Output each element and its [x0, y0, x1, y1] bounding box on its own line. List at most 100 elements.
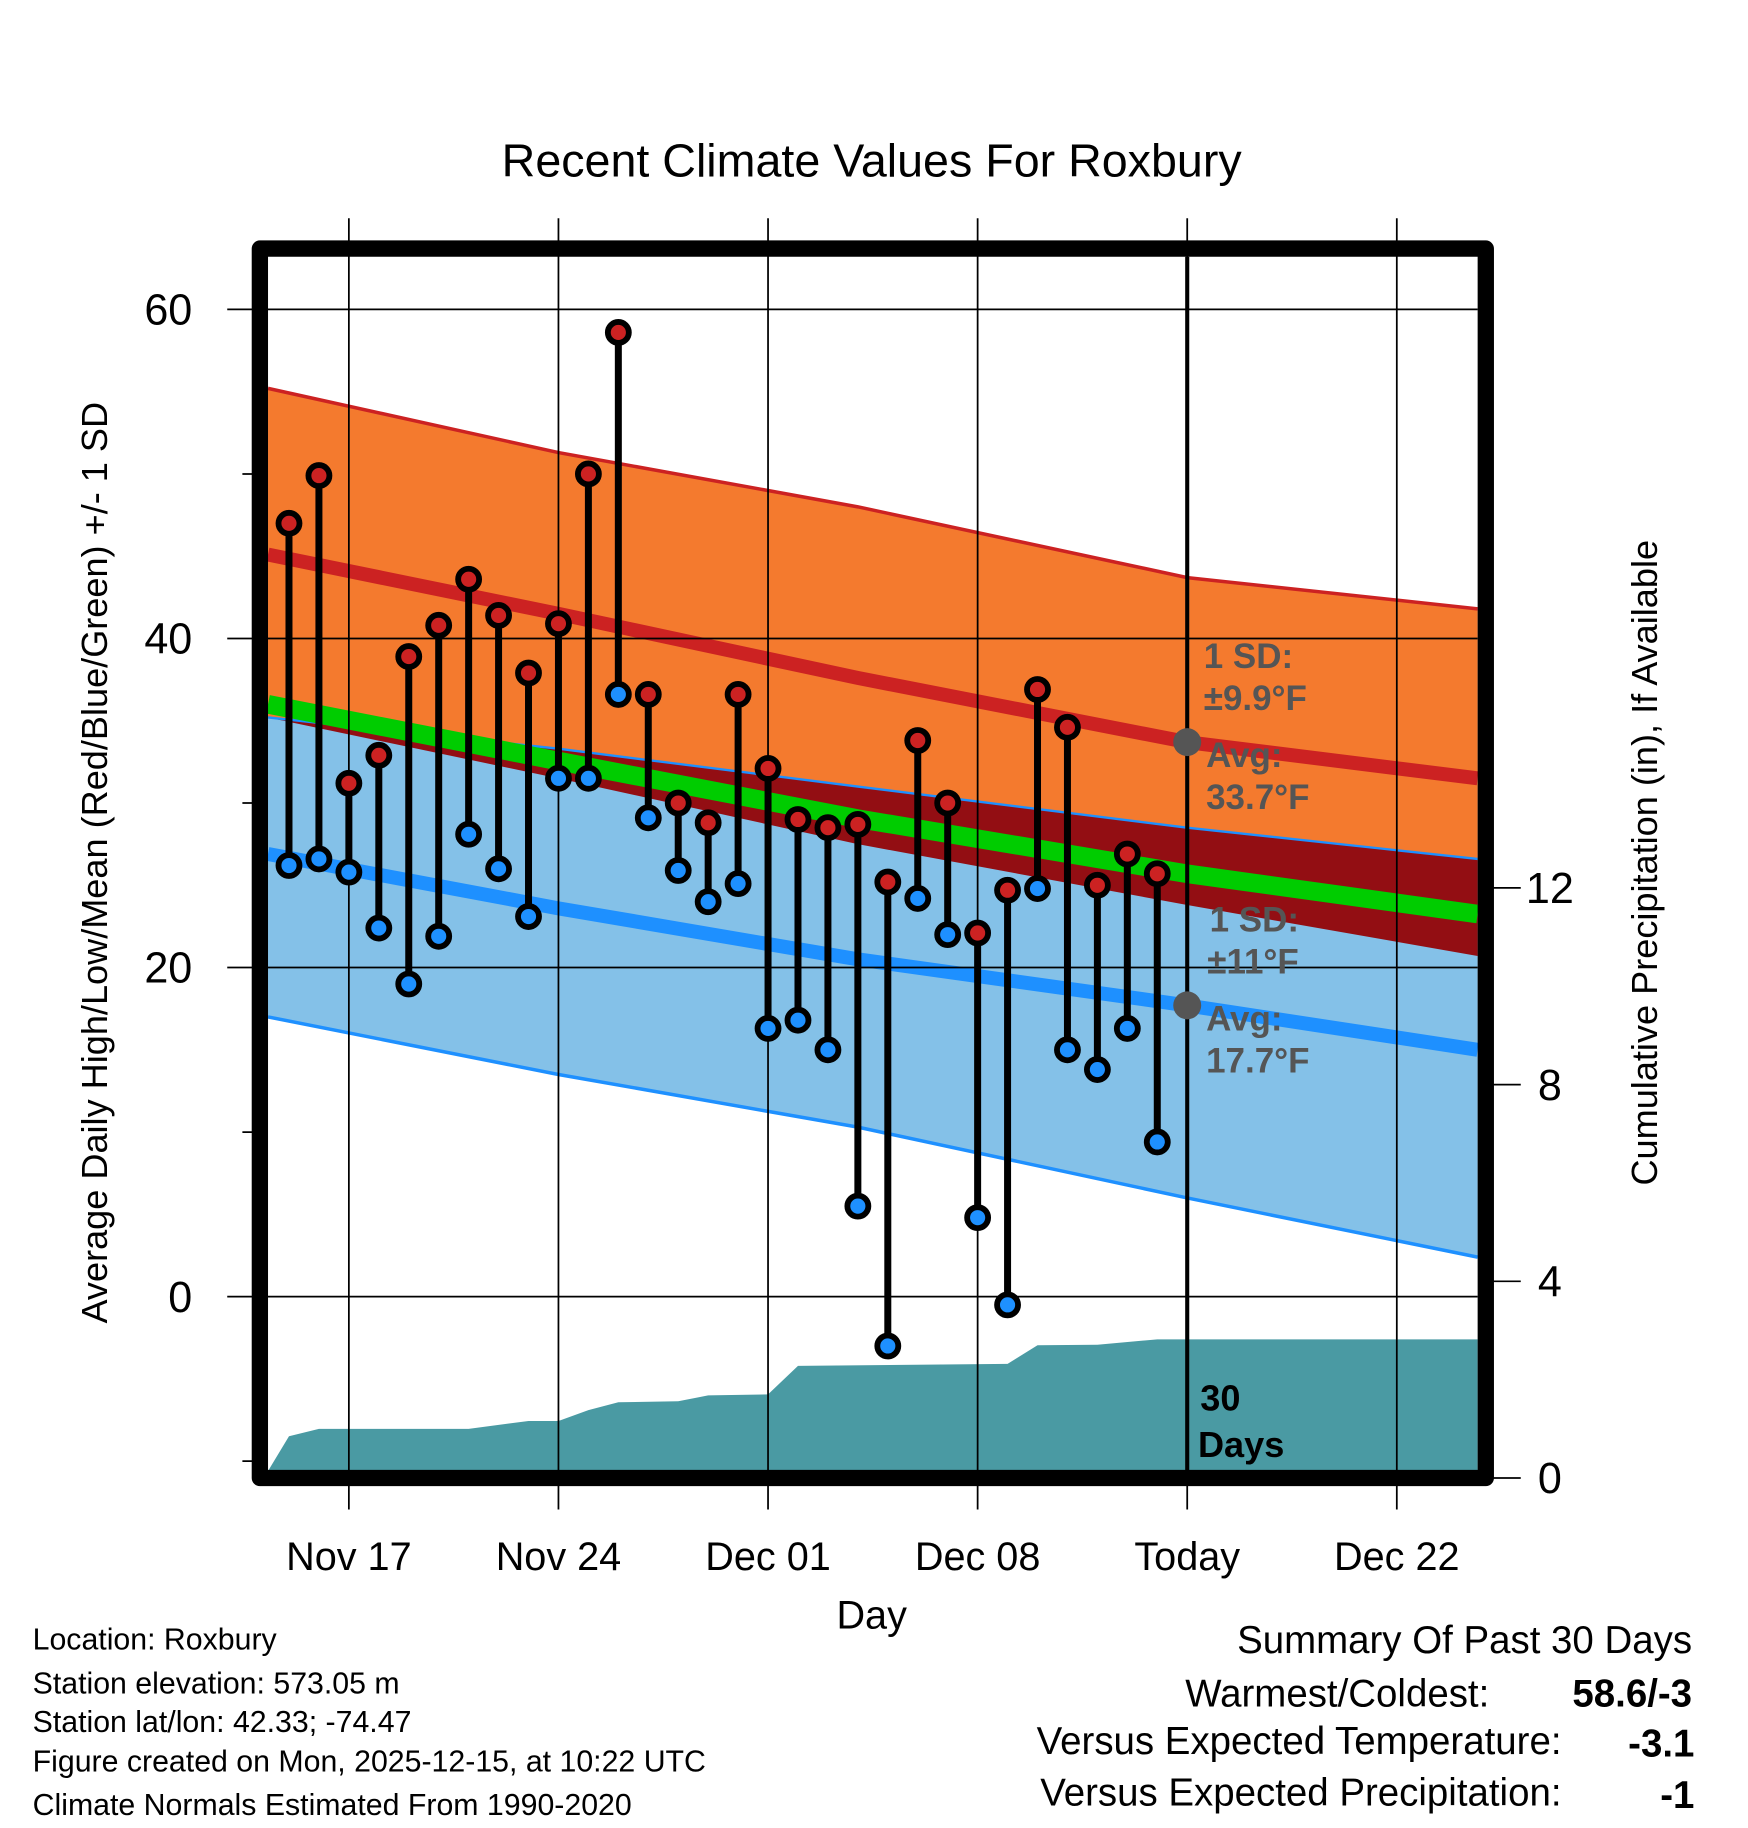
observed-low-point	[305, 845, 333, 873]
y-tick-label: 20	[144, 945, 192, 993]
observed-low-point	[275, 852, 303, 879]
x-tick-label: Dec 22	[1334, 1535, 1460, 1579]
observed-low-point	[515, 903, 542, 930]
observed-high-point	[694, 809, 722, 837]
summary-warmest-value: 58.6/-3	[1572, 1672, 1692, 1715]
y-axis-label: Average Daily High/Low/Mean (Red/Blue/Gr…	[74, 402, 115, 1324]
observed-low-point	[425, 922, 453, 950]
summary-panel: Summary Of Past 30 Days Warmest/Coldest:…	[1037, 1619, 1695, 1817]
observed-low-point	[604, 681, 632, 708]
low-sd-label: 1 SD:	[1210, 900, 1299, 939]
footer-elevation: Station elevation: 573.05 m	[33, 1668, 400, 1701]
chart-title: Recent Climate Values For Roxbury	[502, 134, 1243, 186]
y2-tick-label: 0	[1538, 1455, 1562, 1503]
low-avg-label: Avg:	[1206, 1000, 1282, 1039]
observed-low-point	[904, 885, 932, 912]
x-tick-label: Dec 01	[705, 1535, 831, 1579]
observed-high-point	[574, 460, 602, 488]
observed-high-point	[1024, 676, 1051, 703]
y-tick-label: 60	[144, 287, 192, 335]
observed-low-point	[1024, 875, 1051, 902]
observed-high-point	[335, 769, 363, 797]
observed-high-point	[634, 681, 662, 708]
observed-low-point	[754, 1015, 782, 1042]
high-sd-band	[268, 388, 1478, 957]
low-avg-marker	[1173, 991, 1202, 1020]
high-avg-marker	[1173, 728, 1202, 757]
high-avg-value: 33.7°F	[1206, 778, 1309, 817]
observed-high-point	[305, 462, 333, 489]
normal-high-line	[266, 547, 1479, 786]
observed-low-point	[1083, 1056, 1111, 1083]
observed-low-point	[365, 914, 393, 942]
observed-high-point	[664, 789, 692, 817]
observed-low-point	[634, 804, 662, 832]
observed-low-point	[664, 857, 692, 884]
observed-low-point	[874, 1332, 902, 1360]
high-upper-line	[267, 386, 1478, 611]
observed-high-point	[814, 814, 842, 842]
summary-temp-label: Versus Expected Temperature:	[1037, 1720, 1562, 1763]
x-axis-label: Day	[836, 1593, 907, 1637]
observed-high-point	[1054, 713, 1081, 741]
observed-high-point	[754, 755, 782, 782]
x-tick-label: Dec 08	[915, 1535, 1041, 1579]
low-avg-value: 17.7°F	[1206, 1041, 1309, 1080]
precip-area	[268, 1339, 1478, 1472]
observed-high-point	[485, 602, 512, 629]
high-sd-label: 1 SD:	[1204, 637, 1293, 676]
observed-low-point	[1113, 1015, 1141, 1042]
footer-normals: Climate Normals Estimated From 1990-2020	[33, 1789, 632, 1822]
plot-frame	[251, 240, 1494, 1487]
x-tick-label: Today	[1134, 1535, 1240, 1579]
footer-info: Location: Roxbury Station elevation: 573…	[33, 1623, 706, 1821]
observed-low-point	[844, 1192, 872, 1220]
period-label-number: 30	[1200, 1377, 1240, 1418]
observed-low-point	[545, 764, 572, 792]
observed-high-point	[395, 643, 423, 670]
x-tick-label: Nov 17	[286, 1535, 412, 1579]
observed-high-point	[545, 610, 572, 638]
footer-latlon: Station lat/lon: 42.33; -74.47	[33, 1706, 412, 1739]
observed-low-point	[455, 820, 483, 848]
low-sd-value: ±11°F	[1207, 942, 1298, 981]
observed-high-point	[1083, 871, 1111, 899]
y2-tick-label: 8	[1538, 1062, 1562, 1110]
y2-axis-label: Cumulative Precipitation (in), If Availa…	[1624, 540, 1665, 1186]
observed-low-point	[994, 1291, 1021, 1319]
observed-high-point	[964, 919, 992, 947]
observed-high-point	[455, 565, 483, 593]
observed-low-point	[485, 855, 512, 883]
y2-tick-label: 12	[1526, 865, 1574, 913]
observed-low-point	[724, 870, 752, 898]
annotations: 1 SD: ±9.9°F Avg: 33.7°F 1 SD: ±11°F Avg…	[1198, 637, 1310, 1465]
observed-low-point	[964, 1204, 992, 1232]
observed-high-point	[784, 806, 812, 833]
summary-title: Summary Of Past 30 Days	[1237, 1619, 1692, 1662]
summary-temp-value: -3.1	[1628, 1723, 1694, 1766]
observed-low-point	[395, 970, 423, 998]
y2-tick-label: 4	[1538, 1258, 1562, 1306]
observed-high-point	[934, 789, 962, 817]
high-sd-value: ±9.9°F	[1204, 679, 1307, 718]
observed-high-point	[844, 811, 872, 838]
observed-low-point	[1143, 1128, 1171, 1156]
observed-low-point	[784, 1006, 812, 1034]
footer-location: Location: Roxbury	[33, 1623, 278, 1656]
observed-high-point	[904, 727, 932, 754]
observed-low-point	[694, 888, 722, 916]
observed-high-point	[604, 319, 632, 346]
observed-high-point	[1143, 860, 1171, 888]
summary-precip-label: Versus Expected Precipitation:	[1040, 1771, 1561, 1814]
observed-high-point	[275, 509, 303, 537]
x-tick-label: Nov 24	[496, 1535, 622, 1579]
observed-low-point	[814, 1036, 842, 1064]
summary-warmest-label: Warmest/Coldest:	[1185, 1672, 1489, 1715]
observed-low-point	[574, 764, 602, 792]
observed-low-point	[1054, 1036, 1081, 1064]
observed-high-point	[874, 868, 902, 896]
summary-precip-value: -1	[1660, 1774, 1694, 1817]
observed-high-point	[1113, 840, 1141, 868]
